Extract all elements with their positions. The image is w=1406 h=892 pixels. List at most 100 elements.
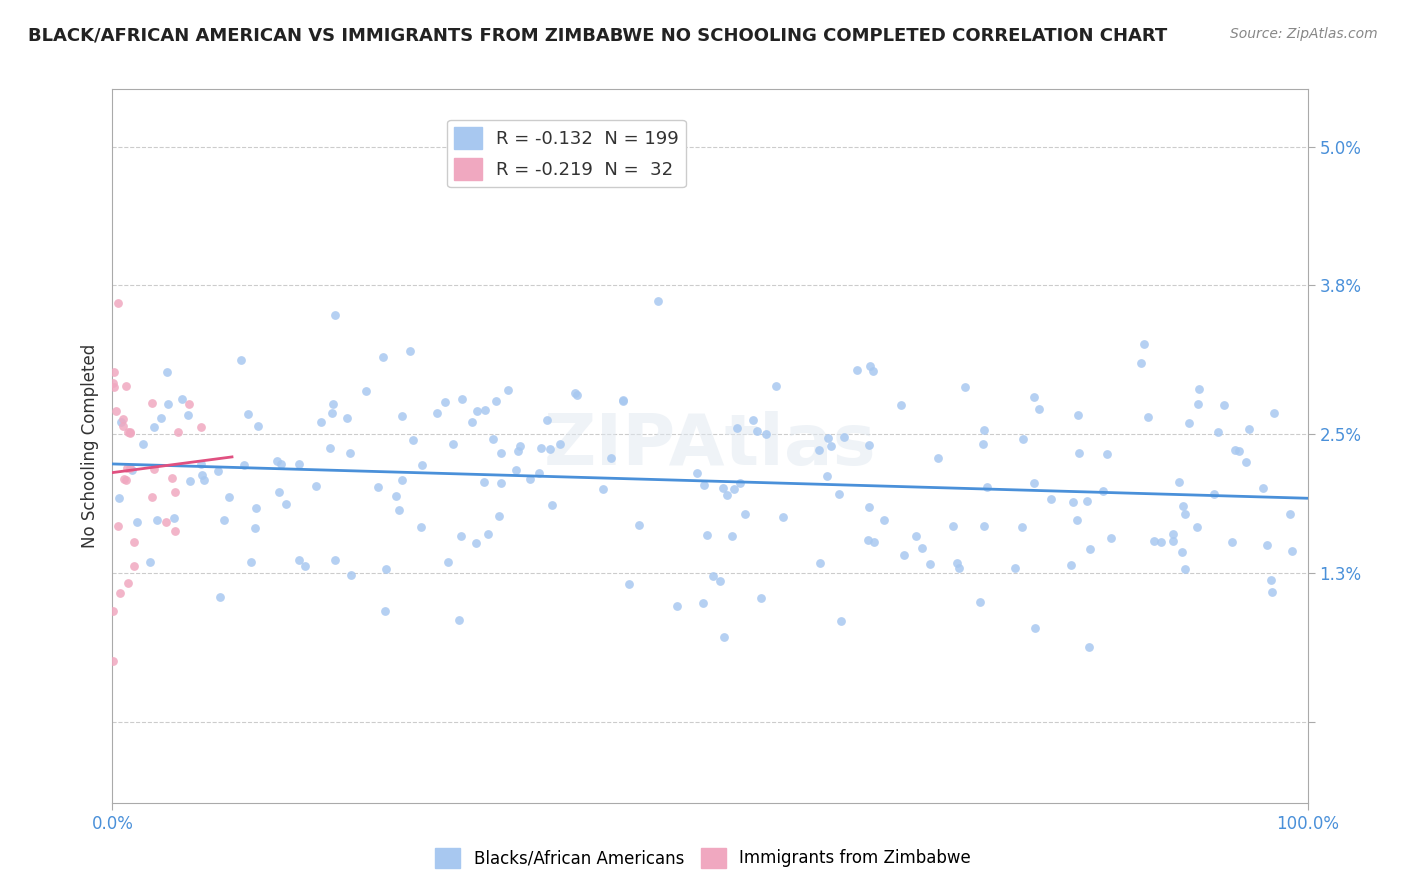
Point — [976, 480, 998, 494]
Point — [1011, 520, 1033, 534]
Point — [1060, 558, 1083, 572]
Point — [1225, 442, 1247, 457]
Point — [948, 560, 970, 574]
Point — [481, 432, 503, 446]
Point — [117, 576, 139, 591]
Point — [1024, 390, 1046, 404]
Point — [772, 509, 794, 524]
Point — [1136, 410, 1159, 425]
Point — [538, 442, 561, 456]
Point — [411, 458, 433, 472]
Point — [274, 497, 297, 511]
Point — [741, 413, 763, 427]
Point — [231, 353, 253, 368]
Point — [1099, 532, 1122, 546]
Point — [711, 481, 734, 495]
Point — [1174, 507, 1197, 521]
Point — [911, 541, 934, 556]
Point — [1260, 584, 1282, 599]
Point — [236, 407, 259, 421]
Point — [600, 450, 623, 465]
Point — [115, 460, 138, 475]
Point — [247, 418, 270, 433]
Point — [1011, 432, 1033, 446]
Point — [110, 586, 132, 600]
Point — [491, 476, 513, 491]
Point — [155, 516, 177, 530]
Point — [859, 359, 882, 373]
Point — [450, 392, 472, 406]
Point — [309, 415, 332, 429]
Legend: R = -0.132  N = 199, R = -0.219  N =  32: R = -0.132 N = 199, R = -0.219 N = 32 — [447, 120, 686, 187]
Point — [340, 568, 363, 582]
Point — [437, 555, 460, 569]
Point — [218, 490, 240, 504]
Point — [450, 529, 472, 543]
Point — [374, 562, 396, 576]
Point — [519, 472, 541, 486]
Point — [1173, 499, 1195, 513]
Point — [1206, 425, 1229, 439]
Point — [728, 476, 751, 491]
Point — [1161, 533, 1184, 548]
Point — [179, 474, 201, 488]
Point — [288, 457, 311, 471]
Point — [541, 498, 564, 512]
Point — [385, 490, 408, 504]
Point — [1078, 542, 1101, 557]
Point — [807, 443, 830, 458]
Point — [288, 553, 311, 567]
Point — [893, 549, 915, 563]
Point — [121, 463, 143, 477]
Text: BLACK/AFRICAN AMERICAN VS IMMIGRANTS FROM ZIMBABWE NO SCHOOLING COMPLETED CORREL: BLACK/AFRICAN AMERICAN VS IMMIGRANTS FRO… — [28, 27, 1167, 45]
Point — [858, 438, 880, 452]
Point — [1237, 422, 1260, 436]
Point — [108, 491, 131, 505]
Point — [190, 468, 212, 483]
Point — [112, 472, 135, 486]
Point — [477, 527, 499, 541]
Point — [1227, 444, 1250, 458]
Point — [488, 508, 510, 523]
Point — [856, 533, 879, 548]
Point — [125, 515, 148, 529]
Point — [103, 376, 125, 390]
Point — [107, 296, 129, 310]
Point — [461, 415, 484, 429]
Point — [354, 384, 377, 399]
Point — [755, 426, 778, 441]
Point — [1066, 513, 1088, 527]
Point — [319, 441, 342, 455]
Point — [612, 393, 634, 408]
Point — [749, 591, 772, 605]
Point — [665, 599, 688, 613]
Point — [745, 424, 768, 438]
Point — [820, 439, 842, 453]
Point — [489, 446, 512, 460]
Point — [1171, 545, 1194, 559]
Point — [536, 413, 558, 427]
Point — [592, 482, 614, 496]
Point — [734, 508, 756, 522]
Point — [190, 420, 212, 434]
Point — [465, 404, 488, 418]
Point — [122, 559, 145, 574]
Point — [1168, 475, 1191, 490]
Point — [391, 474, 413, 488]
Point — [765, 379, 787, 393]
Point — [723, 483, 745, 497]
Point — [139, 555, 162, 569]
Point — [1236, 454, 1258, 468]
Point — [117, 425, 139, 439]
Point — [1161, 526, 1184, 541]
Point — [1004, 561, 1026, 575]
Point — [325, 309, 347, 323]
Point — [143, 462, 166, 476]
Point — [233, 458, 256, 473]
Point — [1263, 407, 1285, 421]
Point — [373, 350, 395, 364]
Point — [167, 425, 190, 439]
Point — [141, 490, 163, 504]
Point — [830, 614, 852, 628]
Point — [647, 294, 669, 309]
